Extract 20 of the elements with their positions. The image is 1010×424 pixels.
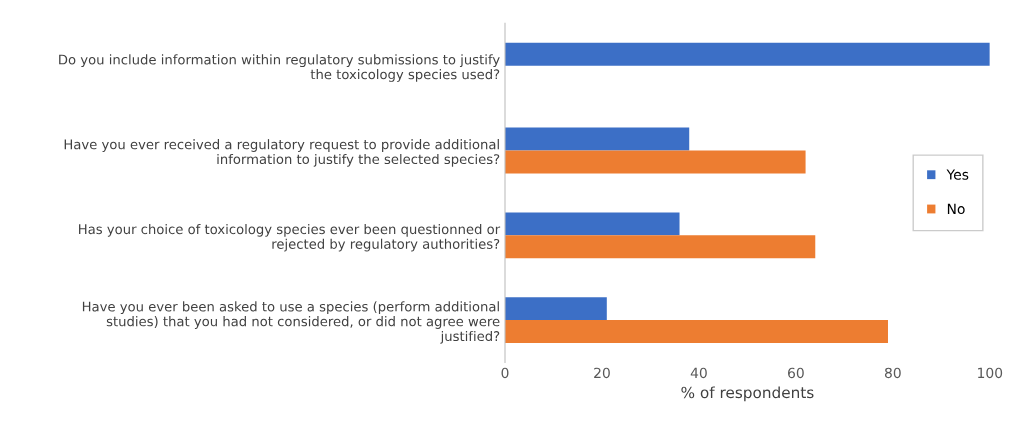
- x-tick-label: 100: [978, 367, 1003, 379]
- bar: [505, 212, 680, 236]
- x-tick-label: 80: [884, 367, 901, 379]
- bar: [505, 320, 888, 344]
- x-tick-label: 60: [788, 367, 804, 379]
- x-tick-label: 0: [501, 367, 509, 379]
- x-tick-label: 20: [594, 367, 610, 379]
- legend-label: Yes: [946, 169, 969, 180]
- legend-label: No: [947, 203, 965, 215]
- bar: [505, 42, 990, 66]
- x-axis-title: % of respondents: [681, 386, 814, 402]
- bar: [505, 297, 607, 321]
- x-tick-label: 40: [690, 367, 707, 379]
- bar: [505, 127, 690, 151]
- y-tick-label: Do you include information within regulatory submissions to justify the toxicology species used?: [59, 54, 500, 82]
- y-tick-label: Have you ever been asked to use a species (perform additional studies) that you had not considered, or did not agree were justified?: [82, 301, 500, 344]
- bar: [505, 150, 806, 174]
- y-tick-label: Has your choice of toxicology species ever been questionned or rejected by regulatory authorities?: [79, 223, 501, 252]
- bar: [505, 235, 816, 259]
- y-tick-label: Have you ever received a regulatory request to provide additional information to justify the selected species?: [64, 139, 500, 167]
